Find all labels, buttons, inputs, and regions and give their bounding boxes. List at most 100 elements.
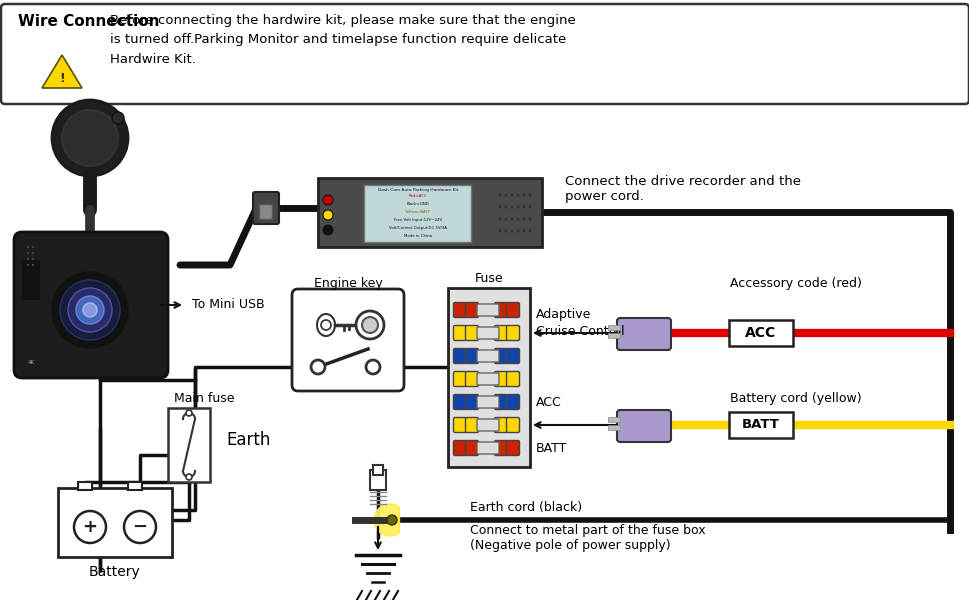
FancyBboxPatch shape — [506, 302, 519, 317]
Text: Adaptive
Cruise Control: Adaptive Cruise Control — [536, 308, 624, 338]
FancyBboxPatch shape — [465, 440, 478, 455]
Text: Made in China: Made in China — [403, 234, 431, 238]
Circle shape — [27, 246, 29, 248]
Bar — [22, 260, 40, 300]
FancyBboxPatch shape — [506, 440, 519, 455]
FancyBboxPatch shape — [453, 349, 466, 364]
Circle shape — [522, 205, 525, 208]
FancyBboxPatch shape — [1, 4, 968, 104]
Circle shape — [27, 264, 29, 266]
Circle shape — [528, 193, 531, 196]
Circle shape — [504, 217, 507, 220]
FancyBboxPatch shape — [363, 185, 471, 242]
Text: To Mini USB: To Mini USB — [192, 298, 265, 311]
Text: Connect the drive recorder and the
power cord.: Connect the drive recorder and the power… — [564, 175, 800, 203]
FancyBboxPatch shape — [168, 408, 209, 482]
FancyBboxPatch shape — [477, 304, 498, 316]
FancyBboxPatch shape — [616, 410, 671, 442]
Bar — [608, 417, 619, 422]
FancyBboxPatch shape — [477, 327, 498, 339]
Text: ACC: ACC — [536, 395, 561, 409]
Text: Dash Cam Auto Parking Hardware Kit: Dash Cam Auto Parking Hardware Kit — [377, 188, 457, 192]
FancyBboxPatch shape — [318, 178, 542, 247]
Circle shape — [323, 210, 332, 220]
Text: Engine key: Engine key — [313, 277, 382, 290]
Circle shape — [32, 258, 34, 260]
Circle shape — [356, 311, 384, 339]
FancyBboxPatch shape — [453, 371, 466, 386]
FancyBboxPatch shape — [616, 318, 671, 350]
Circle shape — [124, 511, 156, 543]
FancyBboxPatch shape — [465, 371, 478, 386]
FancyBboxPatch shape — [58, 488, 172, 557]
Circle shape — [27, 258, 29, 260]
Circle shape — [498, 205, 501, 208]
Text: BATT: BATT — [741, 419, 779, 431]
FancyBboxPatch shape — [494, 371, 507, 386]
Circle shape — [83, 303, 97, 317]
Polygon shape — [374, 504, 399, 536]
Text: Volt/Current Output:DC 5V/3A: Volt/Current Output:DC 5V/3A — [389, 226, 447, 230]
FancyBboxPatch shape — [506, 325, 519, 340]
FancyBboxPatch shape — [465, 325, 478, 340]
Circle shape — [111, 112, 124, 124]
Text: Accessory code (red): Accessory code (red) — [730, 277, 861, 290]
Bar — [369, 470, 386, 490]
FancyBboxPatch shape — [465, 302, 478, 317]
Circle shape — [510, 205, 513, 208]
Circle shape — [186, 474, 192, 480]
Circle shape — [27, 252, 29, 254]
Circle shape — [32, 246, 34, 248]
FancyBboxPatch shape — [260, 203, 272, 218]
FancyBboxPatch shape — [506, 395, 519, 409]
Circle shape — [365, 360, 380, 374]
Circle shape — [32, 264, 34, 266]
Circle shape — [68, 288, 111, 332]
Circle shape — [74, 511, 106, 543]
FancyBboxPatch shape — [453, 395, 466, 409]
FancyBboxPatch shape — [292, 289, 403, 391]
Circle shape — [498, 217, 501, 220]
Text: Earth cord (black): Earth cord (black) — [470, 501, 581, 514]
Text: +: + — [82, 518, 98, 536]
FancyBboxPatch shape — [494, 325, 507, 340]
FancyBboxPatch shape — [448, 288, 529, 467]
Circle shape — [528, 229, 531, 232]
Circle shape — [516, 205, 519, 208]
Circle shape — [528, 205, 531, 208]
FancyBboxPatch shape — [453, 302, 466, 317]
Circle shape — [516, 193, 519, 196]
Circle shape — [323, 195, 332, 205]
Circle shape — [321, 320, 330, 330]
Text: Wire Connection: Wire Connection — [18, 14, 159, 29]
Polygon shape — [374, 504, 399, 536]
FancyBboxPatch shape — [465, 395, 478, 409]
Text: Connect to metal part of the fuse box
(Negative pole of power supply): Connect to metal part of the fuse box (N… — [470, 524, 704, 552]
FancyBboxPatch shape — [729, 412, 793, 438]
FancyBboxPatch shape — [453, 440, 466, 455]
FancyBboxPatch shape — [494, 302, 507, 317]
Circle shape — [186, 410, 192, 416]
Circle shape — [522, 217, 525, 220]
FancyBboxPatch shape — [453, 418, 466, 433]
FancyBboxPatch shape — [477, 396, 498, 408]
Text: Before connecting the hardwire kit, please make sure that the engine
is turned o: Before connecting the hardwire kit, plea… — [109, 14, 576, 66]
Circle shape — [76, 296, 104, 324]
Polygon shape — [42, 55, 82, 88]
Bar — [78, 482, 92, 490]
Circle shape — [498, 229, 501, 232]
Bar — [608, 333, 619, 338]
FancyBboxPatch shape — [477, 442, 498, 454]
Text: Earth: Earth — [227, 431, 271, 449]
Circle shape — [323, 225, 332, 235]
FancyBboxPatch shape — [253, 192, 279, 224]
Circle shape — [387, 515, 396, 525]
Circle shape — [504, 193, 507, 196]
FancyBboxPatch shape — [494, 418, 507, 433]
Circle shape — [510, 193, 513, 196]
FancyBboxPatch shape — [477, 419, 498, 431]
Text: Yellow=BATT: Yellow=BATT — [405, 210, 430, 214]
Circle shape — [52, 272, 128, 348]
Bar — [373, 465, 383, 475]
Text: Black=GND: Black=GND — [406, 202, 429, 206]
